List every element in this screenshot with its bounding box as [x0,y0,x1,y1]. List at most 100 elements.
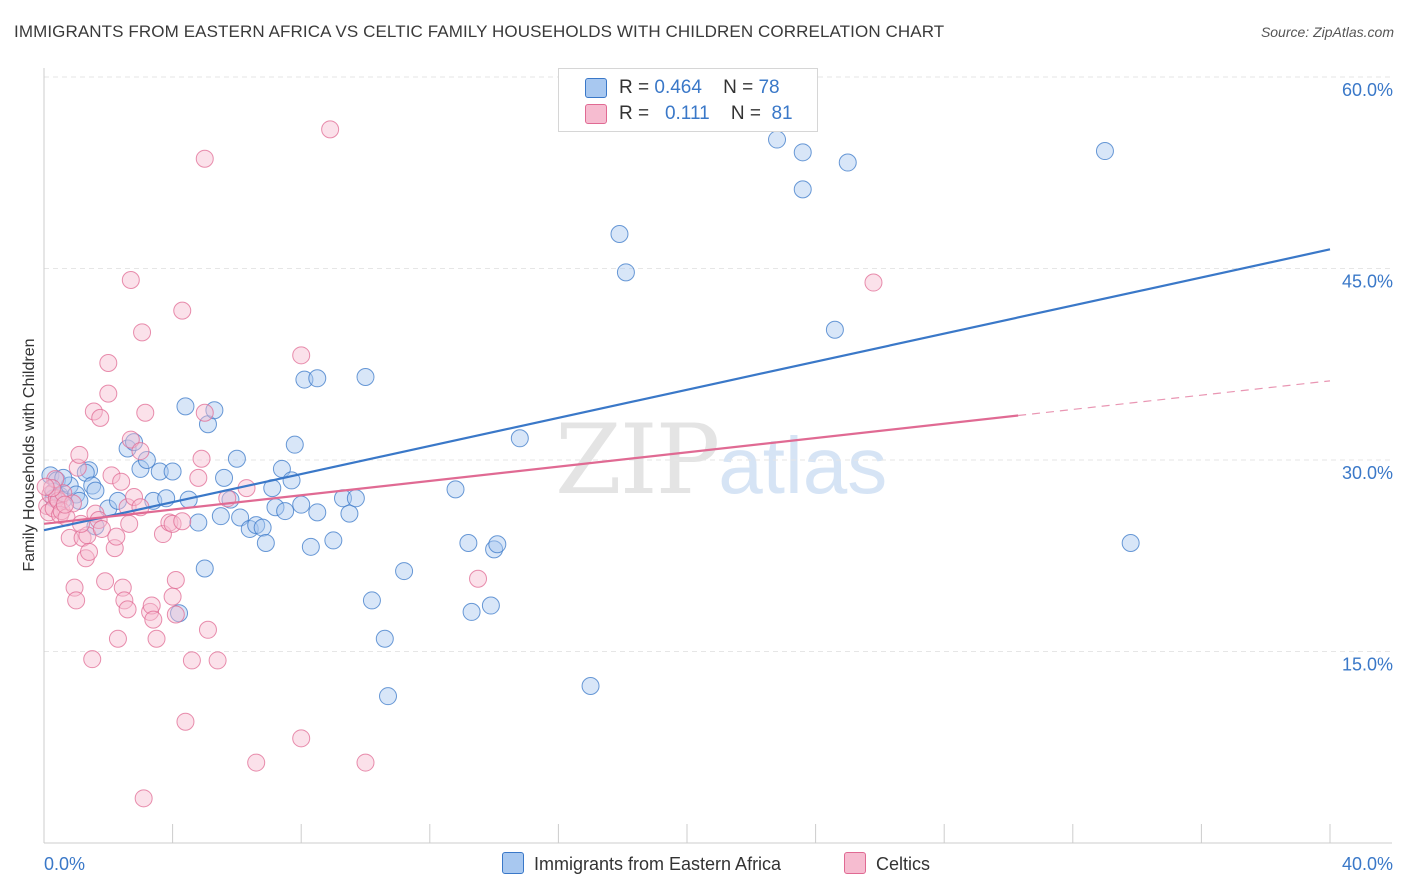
eastern-africa-point [459,533,478,552]
eastern-africa-point [610,225,629,244]
celtics-point [166,605,185,624]
eastern-africa-point [838,153,857,172]
eastern-africa-point [379,687,398,706]
eastern-africa-point [346,489,365,508]
eastern-africa-point [285,435,304,454]
eastern-africa-point [301,537,320,556]
n-value: 81 [771,103,793,124]
celtics-point [136,403,155,422]
source-credit: Source: ZipAtlas.com [1260,24,1394,40]
celtics-point [134,789,153,808]
celtics-point [189,468,208,487]
watermark-atlas: atlas [718,421,888,510]
celtics-point [91,408,110,427]
eastern-africa-point [150,462,169,481]
eastern-africa-point [793,180,812,199]
eastern-africa-point [256,533,275,552]
eastern-africa-point [86,481,105,500]
eastern-africa-point [375,629,394,648]
celtics-point [147,629,166,648]
n-label: N = [723,77,754,98]
eastern-africa-point [462,602,481,621]
celtics-point [105,539,124,558]
eastern-africa-point [308,369,327,388]
celtics-point [195,149,214,168]
celtics-point [125,488,144,507]
eastern-africa-point [215,468,234,487]
y-tick-label: 30.0% [1342,463,1393,483]
eastern-africa-point [581,676,600,695]
legend-label: Celtics [876,854,931,874]
eastern-africa-point [356,368,375,387]
legend-item-celtics: Celtics [844,852,930,875]
celtics-point [70,445,89,464]
celtics-point [469,569,488,588]
celtics-point [107,527,126,546]
eastern-africa-point [80,461,99,480]
celtics-point [192,449,211,468]
celtics-point [173,301,192,320]
eastern-africa-point [481,596,500,615]
celtics-point [142,596,161,615]
celtics-point [176,712,195,731]
eastern-africa-point [292,495,311,514]
celtics-point [144,610,163,629]
celtics-trend-line [43,414,1019,525]
legend-item-eastern-africa: Immigrants from Eastern Africa [502,852,781,875]
celtics-point [80,542,99,561]
r-value: 0.464 [654,77,702,98]
celtics-point [99,384,118,403]
celtics-point [121,270,140,289]
eastern-africa-point [131,459,150,478]
eastern-africa-point [137,451,156,469]
celtics-point [99,353,118,372]
celtics-point [67,591,86,610]
celtics-point [195,403,214,422]
r-label: R = [619,77,650,98]
celtics-point [121,430,140,449]
eastern-africa-point [362,591,381,610]
x-tick-label: 40.0% [1342,854,1393,874]
eastern-africa-point [125,433,144,452]
celtics-point [163,587,182,606]
eastern-africa-point [253,518,272,537]
eastern-africa-point [1121,533,1140,552]
celtics-point [102,466,121,485]
eastern-africa-point [446,480,465,499]
eastern-africa-point [1095,142,1114,161]
celtics-point [36,477,55,496]
n-value: 78 [758,77,780,98]
celtics-point [292,346,311,365]
eastern-africa-point [295,370,314,389]
correlation-legend: R = 0.464 N = 78 R = 0.111 N = 81 [558,68,818,132]
eastern-africa-point [793,143,812,162]
n-label: N = [730,103,761,124]
r-value: 0.111 [664,103,710,124]
celtics-point [198,620,217,639]
eastern-africa-point [616,263,635,282]
celtics-point [43,479,62,498]
celtics-point [112,472,131,491]
eastern-africa-point [211,507,230,526]
celtics-point [60,528,79,547]
celtics-point [96,572,115,591]
celtics-trend-line-extension [1018,380,1331,417]
eastern-africa-point [276,502,295,521]
legend-swatch-pink [585,104,607,124]
eastern-africa-point [176,397,195,416]
legend-row-text: R = 0.464 N = 78 [619,77,780,99]
celtics-point [321,120,340,139]
x-tick-label: 0.0% [44,854,85,874]
legend-swatch-blue [502,852,524,874]
y-tick-label: 60.0% [1342,80,1393,100]
eastern-africa-point [308,503,327,522]
celtics-point [120,514,139,533]
celtics-point [131,442,150,461]
legend-label: Immigrants from Eastern Africa [534,854,782,874]
legend-swatch-pink [844,852,866,874]
eastern-africa-point [488,535,507,554]
celtics-point [864,273,883,292]
eastern-africa-point [485,540,504,559]
eastern-africa-point [510,429,529,448]
